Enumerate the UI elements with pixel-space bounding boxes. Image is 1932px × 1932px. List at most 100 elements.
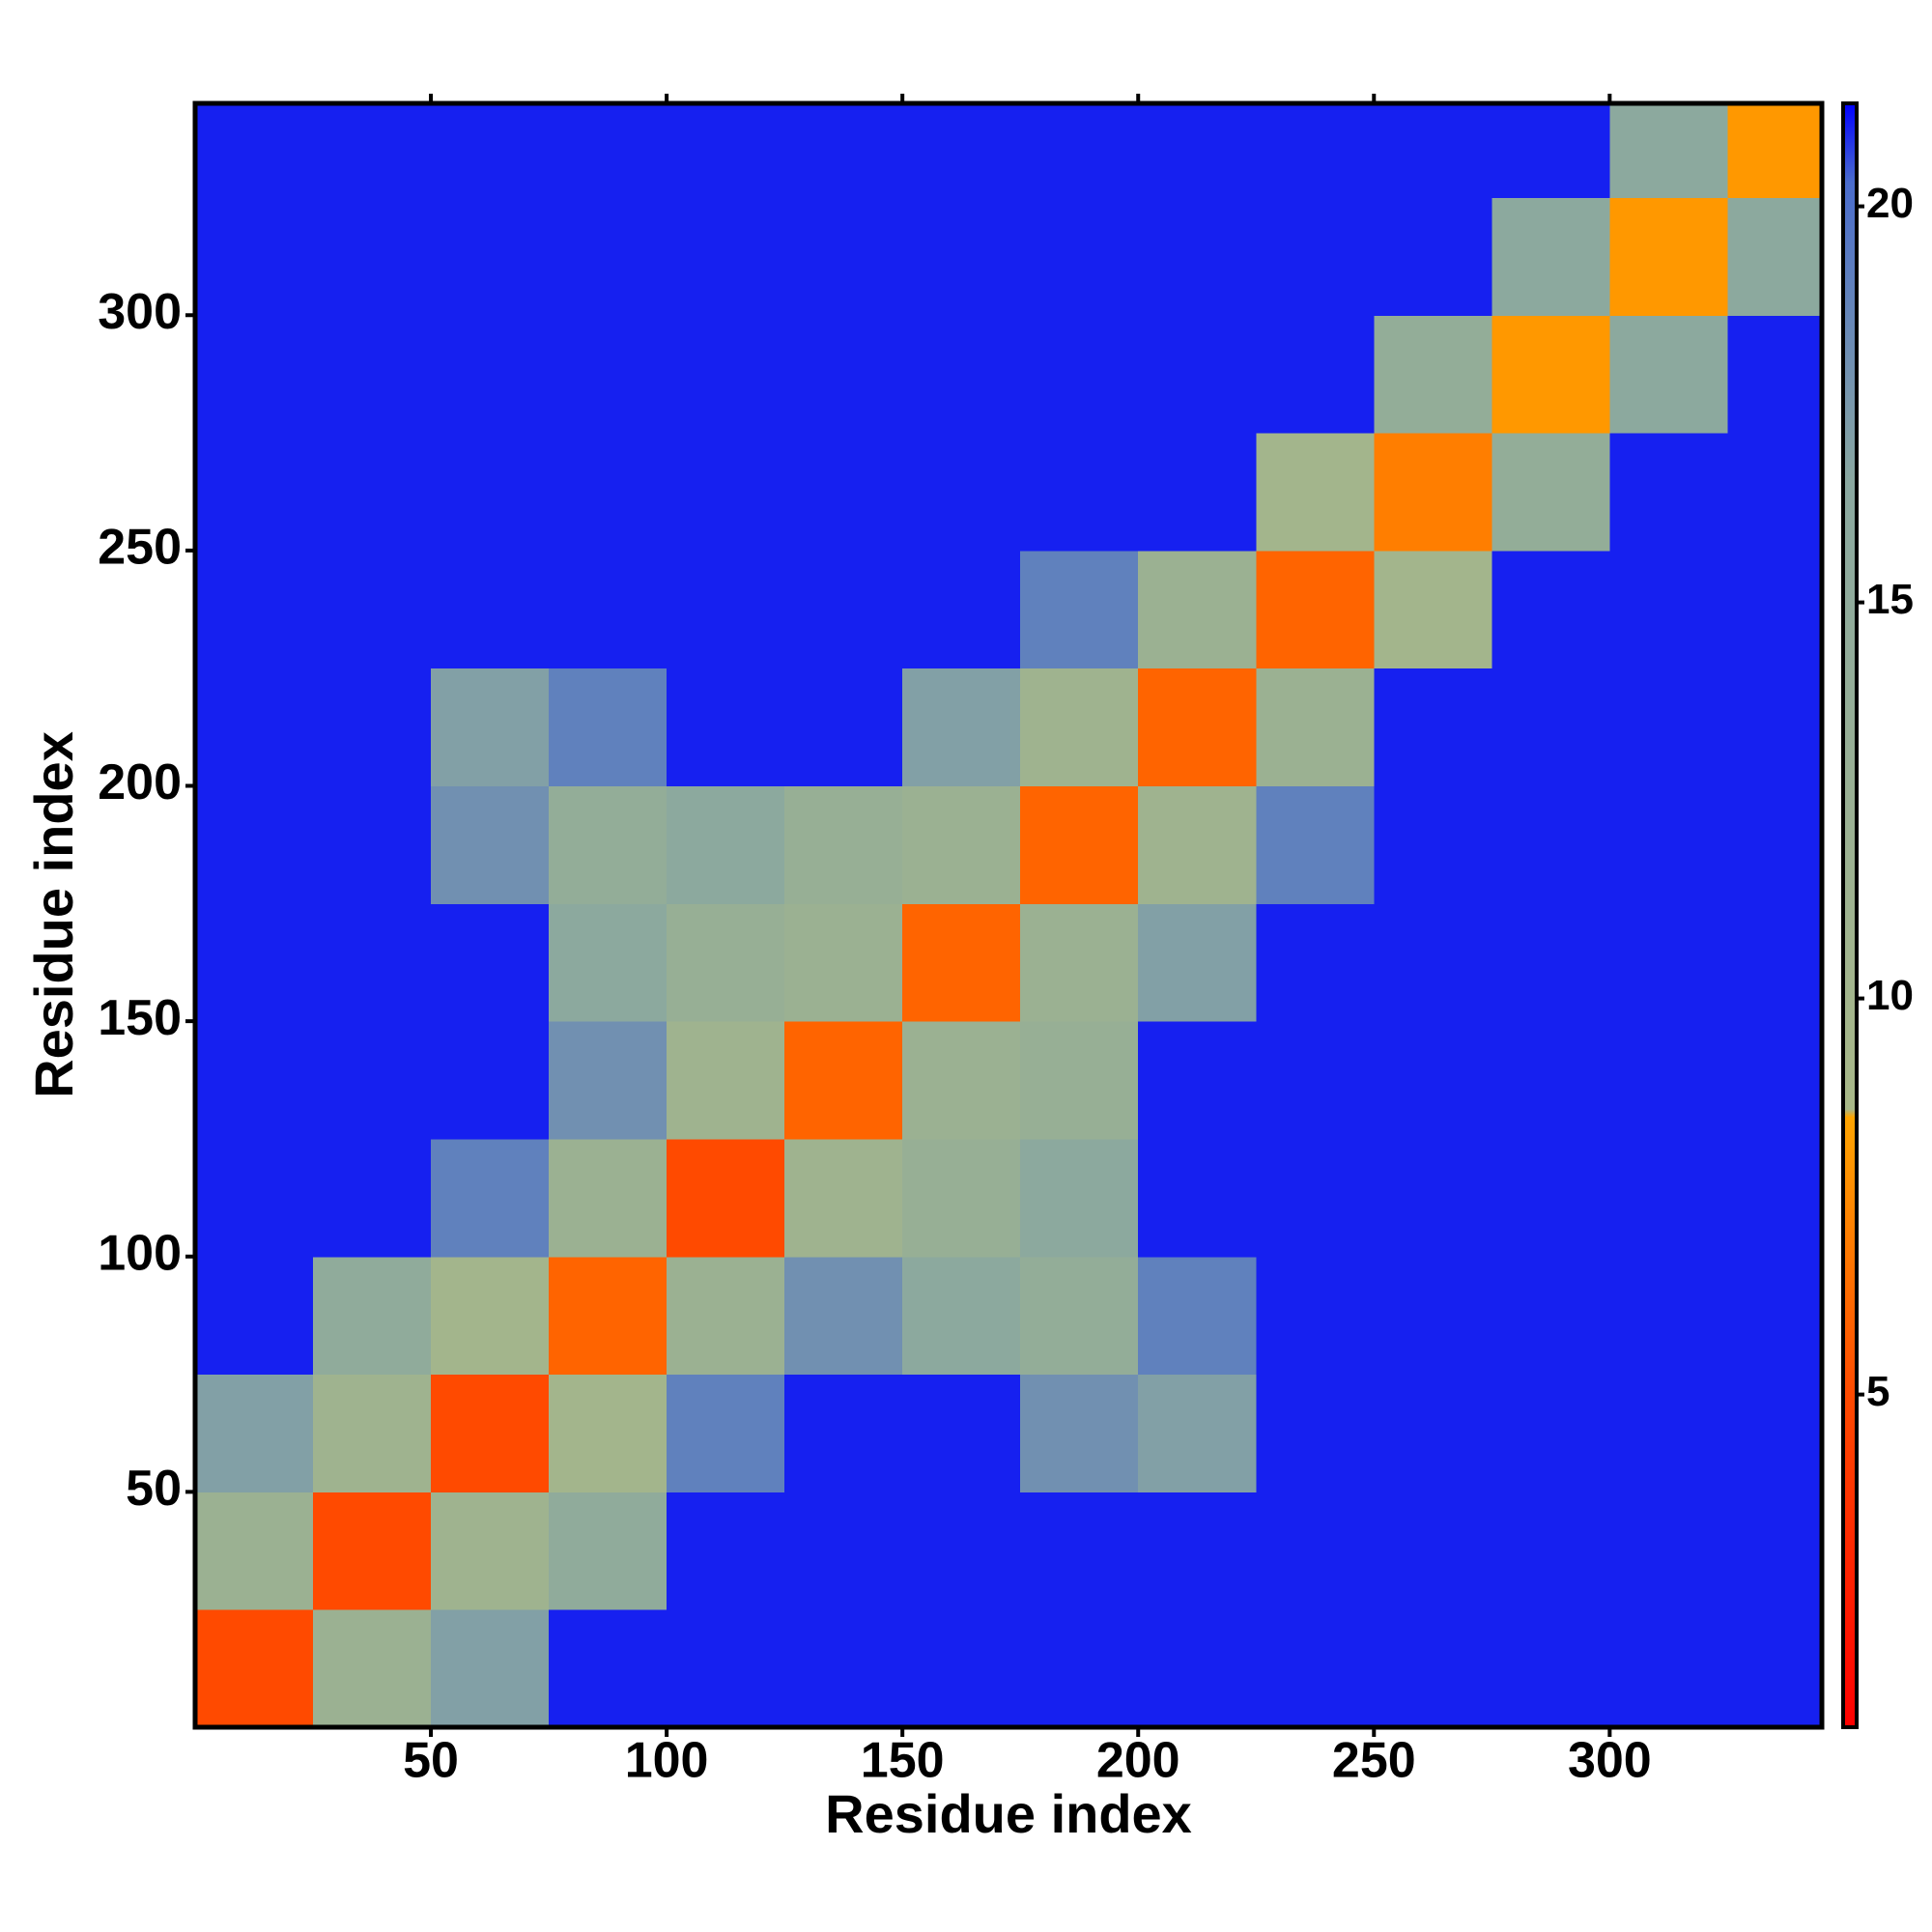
heatmap-cell: [1020, 197, 1139, 316]
x-tick-label: 50: [403, 1733, 459, 1789]
heatmap-cell: [667, 1374, 785, 1492]
heatmap-cell: [431, 1256, 550, 1376]
heatmap-cell: [1727, 433, 1823, 552]
heatmap-cell: [313, 1021, 432, 1140]
heatmap-cell: [902, 1021, 1021, 1140]
heatmap-cell: [313, 433, 432, 552]
heatmap-cell: [313, 668, 432, 787]
heatmap-cell: [1138, 668, 1257, 787]
heatmap-cell: [549, 1138, 668, 1258]
heatmap-cell: [667, 433, 785, 552]
x-tick-label: 200: [1096, 1733, 1180, 1789]
heatmap-cell: [195, 550, 314, 669]
heatmap-cell: [667, 1492, 785, 1610]
heatmap-cell: [1020, 1609, 1139, 1728]
heatmap-cell: [313, 315, 432, 434]
y-tick-label: 100: [98, 1225, 182, 1281]
heatmap-cell: [1138, 103, 1257, 198]
heatmap-cell: [1609, 1374, 1728, 1492]
heatmap-cell: [1374, 433, 1492, 552]
y-axis-title: Residue index: [23, 731, 84, 1098]
heatmap-cell: [784, 903, 903, 1022]
heatmap-cell: [1256, 668, 1375, 787]
heatmap-cell: [1609, 1021, 1728, 1140]
heatmap-cell: [1138, 1609, 1257, 1728]
heatmap-cell: [784, 668, 903, 787]
y-tick-label: 50: [126, 1461, 182, 1517]
heatmap-cell: [313, 903, 432, 1022]
heatmap-cell: [1020, 433, 1139, 552]
heatmap-cell: [784, 1021, 903, 1140]
x-tick-label: 150: [861, 1733, 945, 1789]
heatmap-cell: [667, 103, 785, 198]
heatmap-cell: [313, 1609, 432, 1728]
heatmap-cell: [1374, 1021, 1492, 1140]
x-axis-title: Residue index: [825, 1783, 1192, 1844]
heatmap-cell: [549, 785, 668, 904]
heatmap-cell: [1609, 1609, 1728, 1728]
heatmap-cell: [549, 315, 668, 434]
heatmap-cell: [902, 1138, 1021, 1258]
heatmap-cell: [313, 550, 432, 669]
heatmap-cell: [784, 315, 903, 434]
heatmap-cell: [195, 668, 314, 787]
heatmap-cell: [313, 1492, 432, 1610]
heatmap-cell: [1727, 1256, 1823, 1376]
heatmap-cell: [1727, 668, 1823, 787]
heatmap-cell: [1020, 103, 1139, 198]
heatmap-cell: [313, 1138, 432, 1258]
heatmap-cell: [1374, 903, 1492, 1022]
heatmap-cell: [431, 1492, 550, 1610]
heatmap-cell: [1138, 1021, 1257, 1140]
heatmap-cell: [1256, 1021, 1375, 1140]
heatmap-cell: [1609, 1492, 1728, 1610]
heatmap-cell: [195, 433, 314, 552]
heatmap-cell: [1020, 903, 1139, 1022]
heatmap-cell: [313, 1374, 432, 1492]
colorbar-tick-label: 10: [1866, 972, 1914, 1019]
heatmap-cell: [902, 785, 1021, 904]
heatmap-cell: [431, 1609, 550, 1728]
colorbar: [1841, 101, 1859, 1729]
heatmap-cell: [784, 433, 903, 552]
heatmap-cell: [1727, 1374, 1823, 1492]
heatmap-cell: [1492, 103, 1610, 198]
heatmap-cell: [1727, 1492, 1823, 1610]
heatmap-cell: [902, 1374, 1021, 1492]
heatmap-cell: [1492, 1492, 1610, 1610]
heatmap-cell: [1374, 1138, 1492, 1258]
heatmap-cell: [195, 1374, 314, 1492]
heatmap-cell: [549, 1609, 668, 1728]
heatmap-cell: [1609, 1256, 1728, 1376]
heatmap-cell: [549, 1374, 668, 1492]
heatmap-cell: [195, 1138, 314, 1258]
heatmap-cell: [195, 1609, 314, 1728]
heatmap-cells: [195, 103, 1823, 1728]
heatmap-cell: [431, 903, 550, 1022]
heatmap-cell: [549, 433, 668, 552]
heatmap-cell: [1492, 550, 1610, 669]
heatmap-cell: [1256, 315, 1375, 434]
heatmap-cell: [1492, 197, 1610, 316]
heatmap-cell: [1020, 550, 1139, 669]
heatmap-cell: [1609, 197, 1728, 316]
heatmap-cell: [1609, 550, 1728, 669]
x-tick-label: 100: [625, 1733, 709, 1789]
heatmap-cell: [1138, 197, 1257, 316]
heatmap-cell: [902, 1256, 1021, 1376]
heatmap-cell: [1492, 903, 1610, 1022]
heatmap-cell: [1256, 1374, 1375, 1492]
heatmap-cell: [1374, 785, 1492, 904]
heatmap-cell: [1138, 433, 1257, 552]
heatmap-cell: [431, 550, 550, 669]
heatmap-cell: [1609, 668, 1728, 787]
heatmap-cell: [667, 550, 785, 669]
heatmap-cell: [1609, 903, 1728, 1022]
heatmap-cell: [1020, 785, 1139, 904]
heatmap-cell: [1609, 103, 1728, 198]
heatmap-cell: [1138, 785, 1257, 904]
heatmap-cell: [1020, 1492, 1139, 1610]
heatmap-cell: [1609, 1138, 1728, 1258]
heatmap-cell: [1256, 197, 1375, 316]
